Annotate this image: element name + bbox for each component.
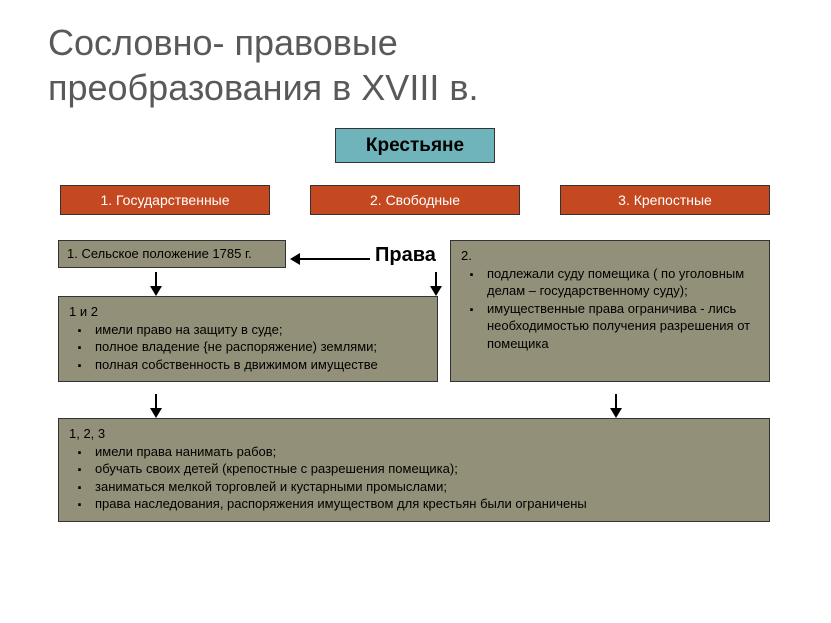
box-12-head: 1 и 2 <box>69 303 427 321</box>
peasants-label: Крестьяне <box>366 135 464 157</box>
box-sel-position: 1. Сельское положение 1785 г. <box>58 240 286 268</box>
box-sel-text: 1. Сельское положение 1785 г. <box>67 246 252 261</box>
box-123-item: права наследования, распоряжения имущест… <box>73 495 759 513</box>
category-2-node: 2. Свободные <box>310 185 520 215</box>
arrow-sel-to-12 <box>150 286 162 296</box>
box-123-head: 1, 2, 3 <box>69 425 759 443</box>
category-3-node: 3. Крепостные <box>560 185 770 215</box>
box-12-item: полное владение {не распоряжение) землям… <box>73 338 427 356</box>
box-123-item: заниматься мелкой торговлей и кустарными… <box>73 478 759 496</box>
category-3-label: 3. Крепостные <box>618 192 712 208</box>
box-12-item: имели право на защиту в суде; <box>73 321 427 339</box>
title-line-1: Сословно- правовые <box>48 22 398 63</box>
page-title: Сословно- правовые преобразования в XVII… <box>48 20 478 110</box>
box-123: 1, 2, 3 имели права нанимать рабов; обуч… <box>58 418 770 522</box>
box-12-item: полная собственность в движимом имуществ… <box>73 356 427 374</box>
category-1-label: 1. Государственные <box>100 192 229 208</box>
box-2r-head: 2. <box>461 247 759 265</box>
box-2r-item: имущественные права ограничива - лись не… <box>465 300 759 353</box>
box-12-list: имели право на защиту в суде; полное вла… <box>69 321 427 374</box>
arrow-rights-to-box2r <box>430 286 442 296</box>
box-2r-list: подлежали суду помещика ( по уголовным д… <box>461 265 759 353</box>
title-line-2: преобразования в XVIII в. <box>48 67 478 108</box>
box-12: 1 и 2 имели право на защиту в суде; полн… <box>58 296 438 382</box>
box-123-item: имели права нанимать рабов; <box>73 443 759 461</box>
rights-label: Права <box>375 244 436 267</box>
box-2r-item: подлежали суду помещика ( по уголовным д… <box>465 265 759 300</box>
box-123-item: обучать своих детей (крепостные с разреш… <box>73 460 759 478</box>
box-123-list: имели права нанимать рабов; обучать свои… <box>69 443 759 513</box>
arrow-rights-to-sel <box>290 253 300 265</box>
arrow-2r-to-123 <box>610 408 622 418</box>
peasants-node: Крестьяне <box>335 128 495 163</box>
arrow-12-to-123 <box>150 408 162 418</box>
box-2-rights: 2. подлежали суду помещика ( по уголовны… <box>450 240 770 382</box>
category-1-node: 1. Государственные <box>60 185 270 215</box>
category-2-label: 2. Свободные <box>370 192 460 208</box>
